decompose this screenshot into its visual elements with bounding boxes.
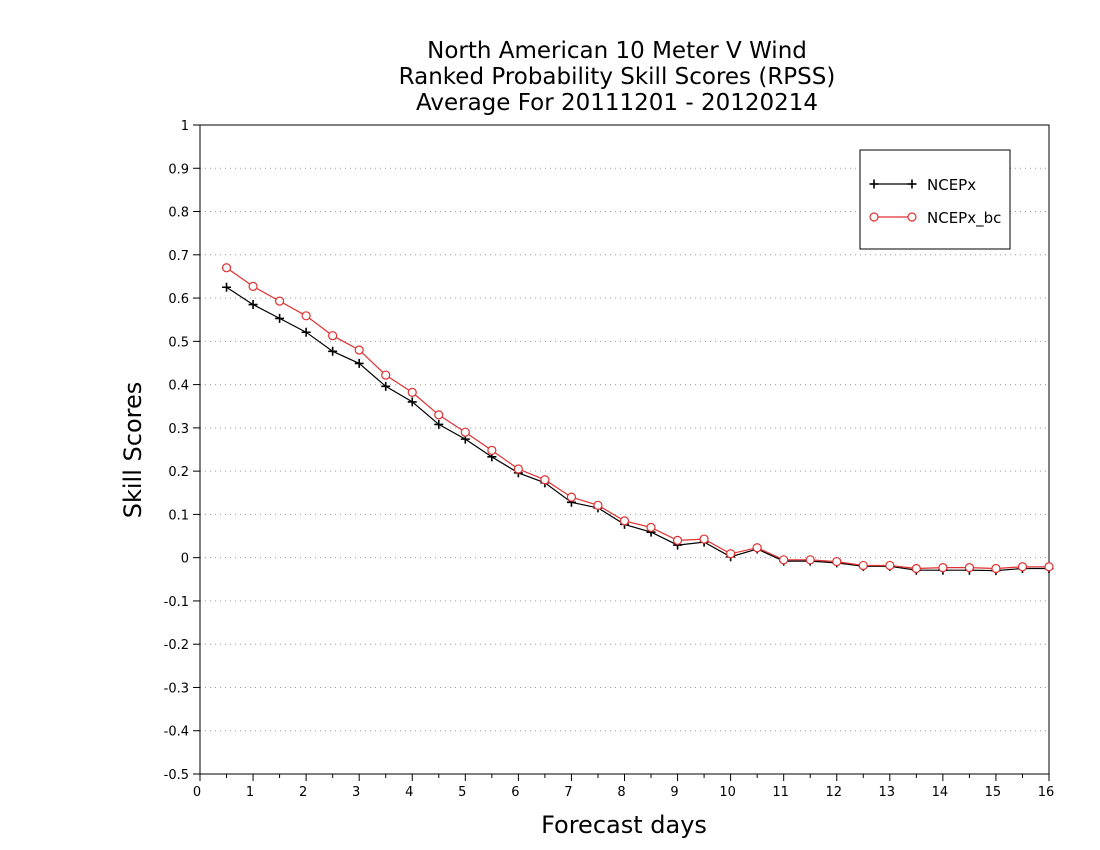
chart-title: North American 10 Meter V Wind Ranked Pr… [399, 38, 836, 116]
legend-label-NCEPx_bc: NCEPx_bc [927, 209, 1001, 228]
legend-box [859, 149, 1011, 250]
series-point-NCEPx [434, 419, 444, 429]
series-point-NCEPx [248, 300, 258, 310]
x-tick-label-10: 10 [719, 785, 736, 800]
y-tick-label-12: 0.7 [168, 249, 189, 264]
y-axis-label: Skill Scores [119, 382, 147, 519]
series-point-NCEPx_bc [726, 549, 736, 559]
y-tick-label-6: 0.1 [168, 508, 189, 523]
y-tick-label-2: -0.3 [164, 681, 189, 696]
grid [200, 167, 1049, 732]
x-tick-label-4: 4 [405, 785, 413, 800]
series-point-NCEPx [407, 397, 417, 407]
series-point-NCEPx_bc [593, 500, 603, 510]
x-tick-label-8: 8 [617, 785, 625, 800]
x-axis-label: Forecast days [541, 811, 707, 839]
y-tick-label-7: 0.2 [168, 465, 189, 480]
chart-title-line-2: Ranked Probability Skill Scores (RPSS) [399, 64, 836, 90]
series-point-NCEPx_bc [964, 563, 975, 573]
x-tick-label-11: 11 [772, 785, 789, 800]
series-point-NCEPx_bc [248, 281, 258, 291]
chart-title-line-1: North American 10 Meter V Wind [427, 38, 807, 64]
legend-marker-NCEPx_bc [869, 212, 879, 222]
series-layer [221, 263, 1054, 576]
series-point-NCEPx_bc [1044, 562, 1054, 572]
y-tick-label-5: 0 [181, 552, 189, 567]
series-point-NCEPx_bc [619, 516, 630, 526]
legend-marker-NCEPx [869, 179, 879, 189]
y-tick-label-4: -0.1 [164, 595, 189, 610]
x-tick-label-3: 3 [352, 785, 360, 800]
series-point-NCEPx_bc [328, 331, 338, 341]
series-point-NCEPx [301, 327, 311, 337]
series-point-NCEPx_bc [487, 445, 497, 455]
series-point-NCEPx_bc [885, 560, 895, 571]
x-tick-label-12: 12 [825, 785, 842, 800]
series-point-NCEPx [222, 282, 232, 292]
series-point-NCEPx_bc [301, 311, 311, 321]
series-point-NCEPx_bc [752, 543, 762, 553]
x-tick-label-13: 13 [879, 785, 896, 800]
y-tick-label-14: 0.9 [168, 162, 189, 177]
series-point-NCEPx_bc [991, 563, 1001, 574]
legend: NCEPx NCEPx_bc [859, 149, 1011, 250]
x-tick-label-9: 9 [670, 785, 678, 800]
x-tick-label-14: 14 [932, 785, 949, 800]
x-axis: 0 1 2 3 4 5 6 7 8 9 10 11 12 13 14 15 16 [193, 774, 1054, 800]
series-point-NCEPx [381, 381, 391, 391]
y-tick-label-0: -0.5 [164, 768, 189, 783]
y-tick-label-15: 1 [181, 119, 189, 134]
series-point-NCEPx [354, 358, 364, 368]
series-point-NCEPx_bc [460, 427, 470, 437]
series-point-NCEPx_bc [672, 535, 683, 545]
series-point-NCEPx_bc [381, 370, 391, 380]
y-tick-label-11: 0.6 [168, 292, 189, 307]
x-tick-label-2: 2 [299, 785, 307, 800]
series-point-NCEPx_bc [354, 345, 364, 355]
x-tick-label-0: 0 [193, 785, 201, 800]
series-point-NCEPx_bc [832, 556, 842, 567]
x-tick-label-6: 6 [511, 785, 519, 800]
series-point-NCEPx_bc [779, 555, 789, 565]
series-point-NCEPx_bc [938, 563, 948, 573]
legend-marker-NCEPx [907, 179, 917, 189]
y-tick-label-9: 0.4 [168, 379, 189, 394]
series-point-NCEPx_bc [221, 263, 232, 273]
y-tick-label-10: 0.5 [168, 335, 189, 350]
series-point-NCEPx [275, 313, 285, 323]
y-tick-label-13: 0.8 [168, 206, 189, 221]
legend-marker-NCEPx_bc [907, 212, 917, 222]
x-tick-label-16: 16 [1038, 785, 1055, 800]
series-point-NCEPx_bc [646, 522, 656, 532]
series-point-NCEPx_bc [911, 563, 921, 574]
y-tick-label-8: 0.3 [168, 422, 189, 437]
series-point-NCEPx_bc [434, 410, 444, 420]
chart-title-line-3: Average For 20111201 - 20120214 [416, 90, 818, 116]
y-tick-label-1: -0.4 [164, 725, 189, 740]
series-point-NCEPx_bc [699, 534, 709, 544]
series-point-NCEPx_bc [805, 555, 815, 565]
x-tick-label-7: 7 [564, 785, 572, 800]
series-point-NCEPx [328, 346, 338, 356]
series-line-NCEPx [226, 286, 1049, 572]
x-tick-label-5: 5 [458, 785, 466, 800]
series-point-NCEPx_bc [513, 464, 523, 474]
series-line-NCEPx_bc [226, 267, 1049, 570]
legend-label-NCEPx: NCEPx [927, 176, 976, 194]
y-tick-label-3: -0.2 [164, 638, 189, 653]
x-tick-label-15: 15 [985, 785, 1002, 800]
series-point-NCEPx_bc [858, 560, 868, 571]
x-tick-label-1: 1 [246, 785, 254, 800]
series-point-NCEPx_bc [566, 492, 577, 502]
y-axis: -0.5 -0.4 -0.3 -0.2 -0.1 0 0.1 0.2 0.3 0.4 0.5 0.6 0… [164, 119, 200, 783]
series-point-NCEPx_bc [540, 475, 550, 485]
series-point-NCEPx_bc [274, 296, 285, 306]
series-point-NCEPx_bc [1017, 562, 1028, 572]
series-point-NCEPx_bc [407, 387, 417, 397]
